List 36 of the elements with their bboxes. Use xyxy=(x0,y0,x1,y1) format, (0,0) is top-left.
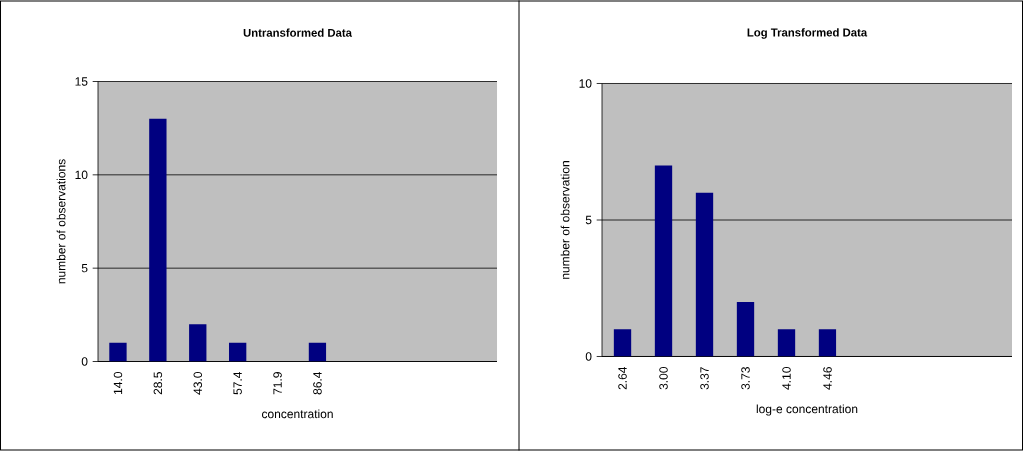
bar xyxy=(736,301,755,357)
bar xyxy=(229,342,247,362)
x-tick-label: 57.4 xyxy=(233,371,242,395)
y-axis-title: number of observation xyxy=(560,161,570,279)
x-tick-label: 86.4 xyxy=(313,371,322,395)
x-axis-title: concentration xyxy=(261,409,333,419)
bar xyxy=(109,342,127,362)
y-tick-label: 10 xyxy=(579,79,592,88)
x-tick-label: 28.5 xyxy=(153,372,163,395)
bar xyxy=(777,329,796,357)
x-tick-label: 3.00 xyxy=(659,367,668,390)
x-tick-label: 3.37 xyxy=(700,367,709,390)
y-axis-title: number of observations xyxy=(56,159,66,284)
x-tick-label: 43.0 xyxy=(193,372,203,395)
bar xyxy=(654,165,673,357)
bar xyxy=(149,118,167,362)
bar xyxy=(818,329,837,357)
x-tick-label: 71.9 xyxy=(273,372,282,395)
x-tick-label: 3.73 xyxy=(741,367,750,390)
bar xyxy=(613,329,632,357)
chart-title: Untransformed Data xyxy=(243,28,353,37)
x-tick-label: 14.0 xyxy=(113,372,123,394)
x-tick-label: 4.10 xyxy=(782,367,791,390)
bar xyxy=(308,342,327,362)
y-tick-label: 10 xyxy=(75,170,88,180)
chart-title: Log Transformed Data xyxy=(747,28,868,39)
y-tick-label: 0 xyxy=(585,352,592,361)
bar xyxy=(189,324,207,362)
x-tick-label: 4.46 xyxy=(823,367,832,390)
x-tick-label: 2.64 xyxy=(618,366,627,390)
y-tick-label: 5 xyxy=(585,215,592,225)
y-tick-label: 15 xyxy=(75,77,88,86)
bar xyxy=(695,192,714,357)
y-tick-label: 5 xyxy=(81,263,88,273)
x-axis-title: log-e concentration xyxy=(756,404,858,416)
y-tick-label: 0 xyxy=(81,357,88,366)
